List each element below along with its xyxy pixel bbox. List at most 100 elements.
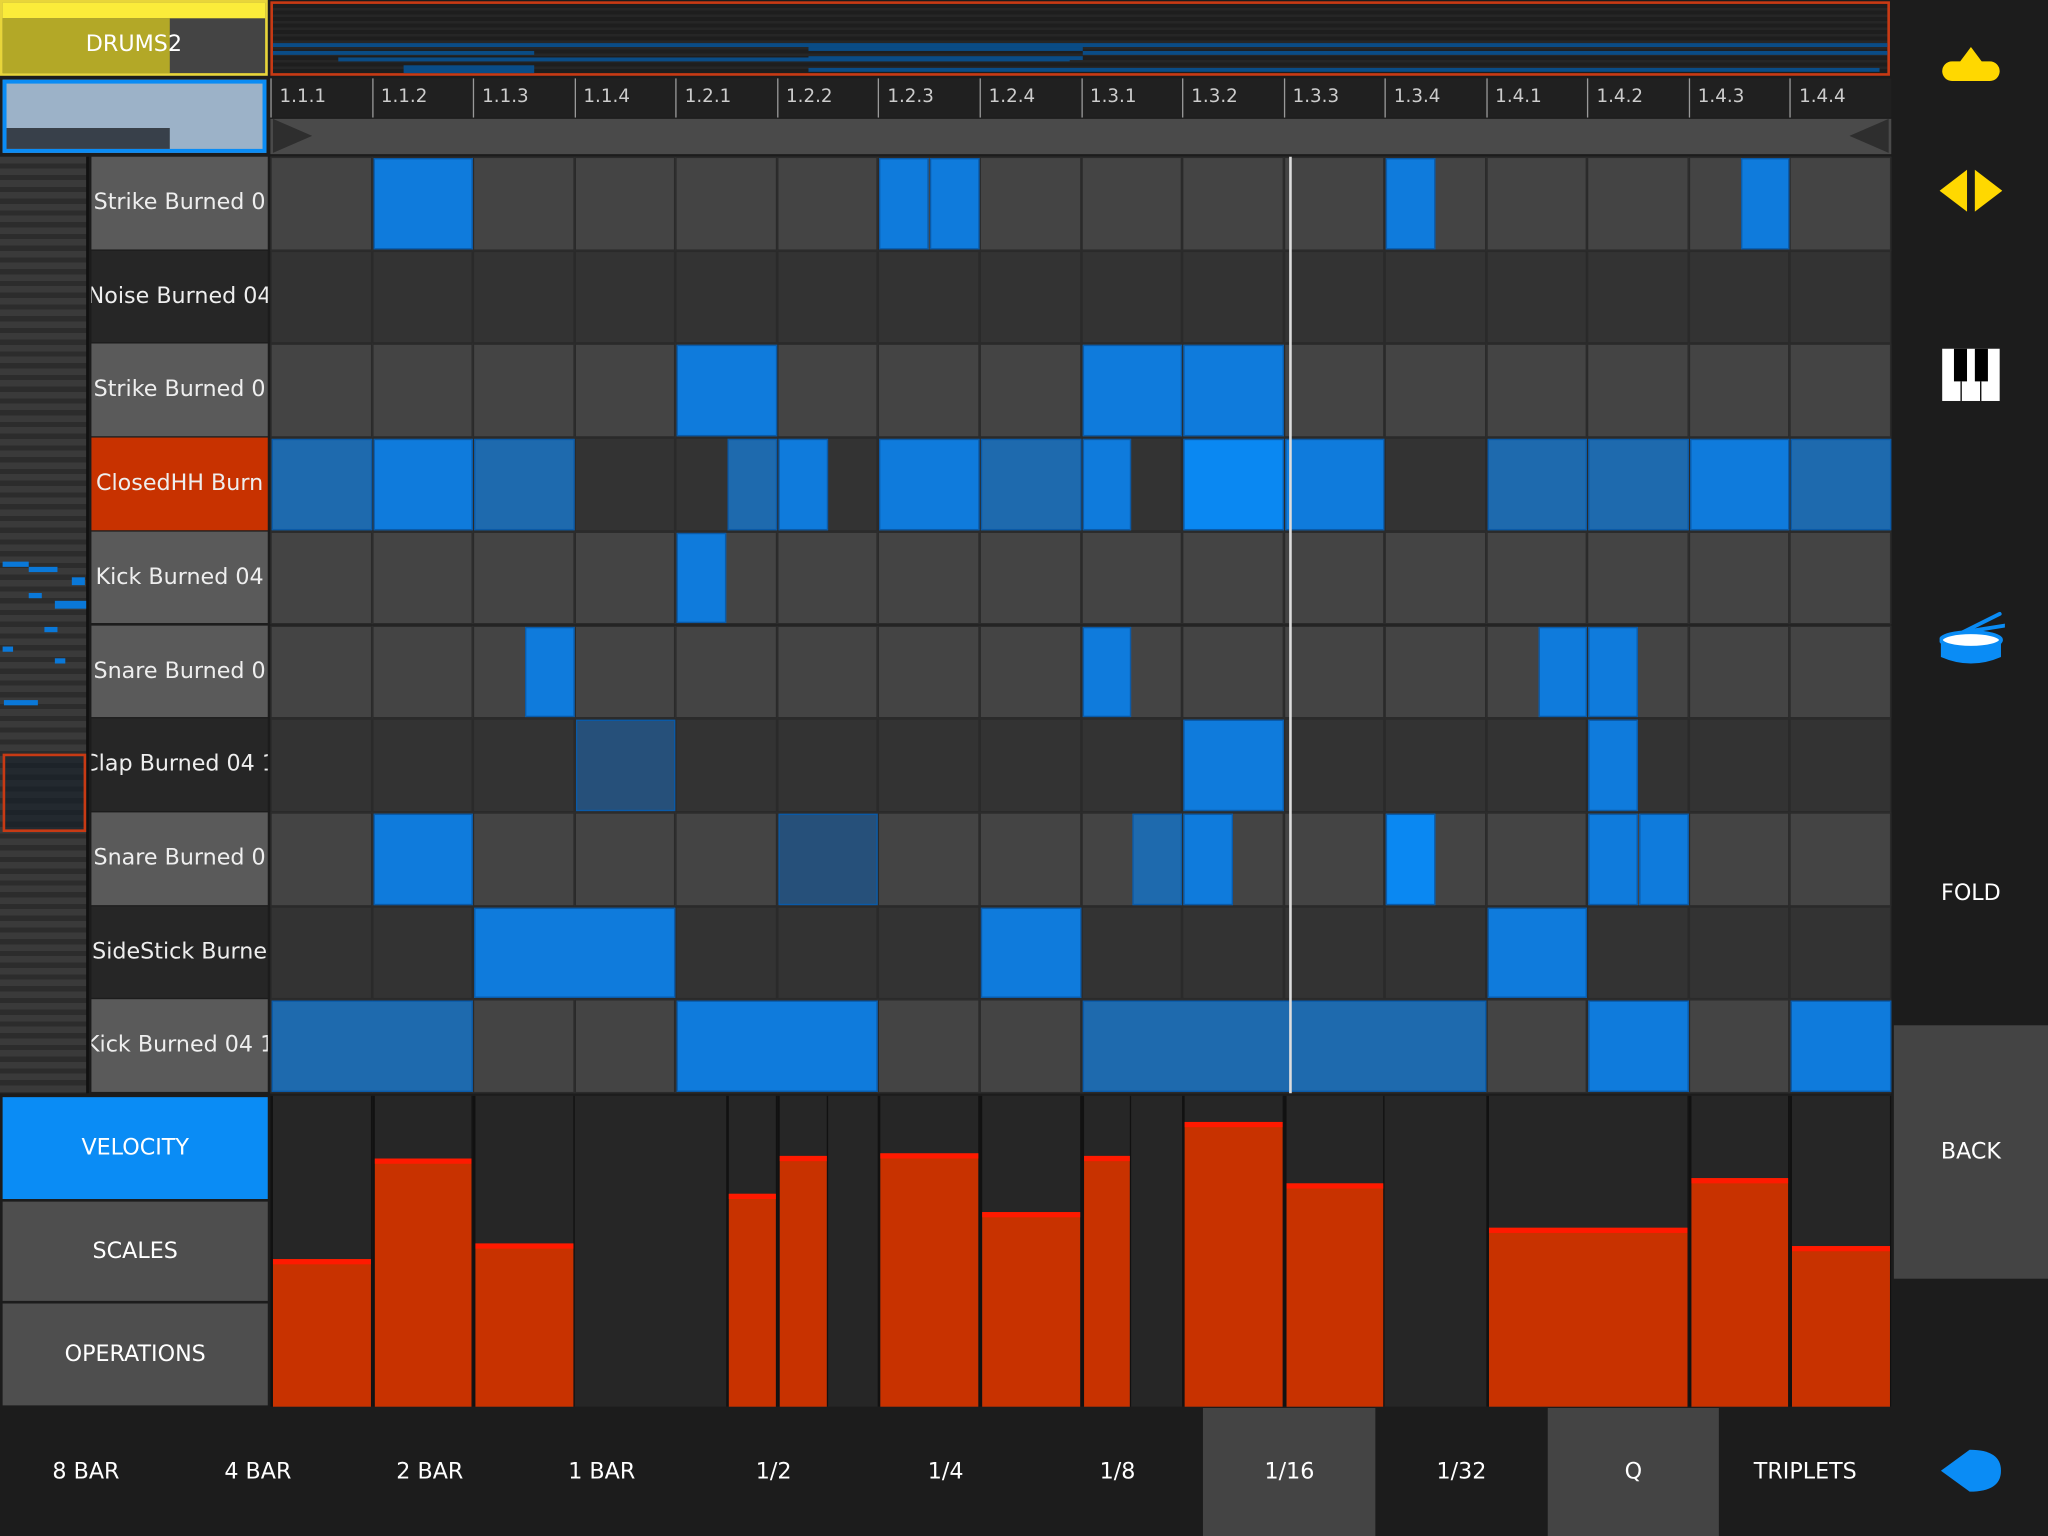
note[interactable]	[575, 719, 676, 811]
velocity-column[interactable]	[472, 1095, 575, 1407]
grid-cell[interactable]	[776, 250, 879, 344]
note[interactable]	[1183, 719, 1284, 811]
resolution-button[interactable]: 1/4	[927, 1458, 964, 1486]
note[interactable]	[676, 345, 777, 437]
note[interactable]	[1588, 438, 1689, 530]
fold-button[interactable]: FOLD	[1941, 880, 2001, 907]
velocity-bar[interactable]	[728, 1193, 776, 1407]
velocity-column[interactable]	[1182, 1095, 1284, 1407]
note[interactable]	[1791, 438, 1892, 530]
grid-cell[interactable]	[776, 344, 879, 438]
hat-icon[interactable]	[1941, 44, 2001, 83]
instrument-label[interactable]: Kick Burned 04 1	[91, 999, 268, 1092]
note[interactable]	[1791, 1000, 1892, 1092]
grid-cell[interactable]	[675, 718, 777, 813]
grid-cell[interactable]	[1283, 624, 1385, 719]
note[interactable]	[676, 1000, 879, 1092]
note[interactable]	[1689, 438, 1790, 530]
grid-cell[interactable]	[472, 718, 575, 813]
grid-cell[interactable]	[1789, 156, 1892, 251]
grid-cell[interactable]	[1688, 812, 1790, 906]
piano-keys-icon[interactable]	[1941, 347, 2001, 402]
note[interactable]	[1588, 1000, 1689, 1092]
grid-cell[interactable]	[1688, 718, 1790, 813]
instrument-label[interactable]: Kick Burned 04	[91, 531, 268, 624]
grid-cell[interactable]	[1283, 250, 1385, 344]
grid-cell[interactable]	[1486, 718, 1588, 813]
grid-cell[interactable]	[472, 999, 575, 1094]
grid-cell[interactable]	[776, 624, 879, 719]
grid-cell[interactable]	[878, 624, 980, 719]
resolution-button[interactable]: 1/2	[755, 1458, 792, 1486]
note[interactable]	[1588, 813, 1638, 905]
grid-cell[interactable]	[1587, 156, 1689, 251]
grid-cell[interactable]	[574, 156, 676, 251]
grid-cell[interactable]	[270, 624, 372, 719]
velocity-bar[interactable]	[880, 1152, 979, 1407]
velocity-bar[interactable]	[374, 1159, 472, 1407]
timeline-ruler[interactable]: 1.1.1 1.1.2 1.1.3 1.1.4 1.2.1 1.2.2 1.2.3 1.2.4…	[270, 78, 1892, 118]
grid-cell[interactable]	[1789, 250, 1892, 344]
grid-cell[interactable]	[371, 531, 473, 625]
instrument-label[interactable]: Clap Burned 04 1	[91, 718, 268, 811]
grid-cell[interactable]	[472, 344, 575, 438]
grid-cell[interactable]	[270, 812, 372, 906]
grid-cell[interactable]	[1688, 905, 1790, 1000]
grid-cell[interactable]	[1688, 999, 1790, 1094]
velocity-bar[interactable]	[1286, 1183, 1384, 1407]
grid-cell[interactable]	[1486, 999, 1588, 1094]
grid-cell[interactable]	[878, 718, 980, 813]
grid-cell[interactable]	[270, 531, 372, 625]
grid-cell[interactable]	[675, 250, 777, 344]
grid-cell[interactable]	[878, 905, 980, 1000]
grid-cell[interactable]	[1486, 156, 1588, 251]
note[interactable]	[271, 1000, 473, 1092]
grid-cell[interactable]	[270, 156, 372, 251]
scroll-left-icon[interactable]	[272, 118, 313, 153]
note[interactable]	[1082, 1000, 1487, 1092]
scroll-right-icon[interactable]	[1849, 118, 1889, 153]
grid-cell[interactable]	[1283, 344, 1385, 438]
grid-cell[interactable]	[1789, 344, 1892, 438]
grid-cell[interactable]	[1688, 531, 1790, 625]
note[interactable]	[778, 438, 828, 530]
velocity-column[interactable]	[1789, 1095, 1892, 1407]
velocity-bar[interactable]	[982, 1211, 1080, 1407]
loop-region-button[interactable]	[2, 79, 267, 153]
grid-cell[interactable]	[574, 624, 676, 719]
grid-cell[interactable]	[574, 250, 676, 344]
minimap-viewport[interactable]	[2, 753, 87, 832]
grid-cell[interactable]	[1789, 905, 1892, 1000]
grid-cell[interactable]	[1384, 718, 1487, 813]
grid-cell[interactable]	[878, 250, 980, 344]
velocity-column[interactable]	[1283, 1095, 1385, 1407]
velocity-column[interactable]	[776, 1095, 828, 1407]
velocity-tab[interactable]: VELOCITY	[2, 1097, 268, 1200]
grid-cell[interactable]	[675, 905, 777, 1000]
note[interactable]	[372, 158, 473, 250]
grid-cell[interactable]	[574, 344, 676, 438]
velocity-column[interactable]	[726, 1095, 777, 1407]
grid-cell[interactable]	[270, 905, 372, 1000]
grid-cell[interactable]	[1486, 250, 1588, 344]
grid-cell[interactable]	[1182, 156, 1284, 251]
grid-cell[interactable]	[1486, 531, 1588, 625]
grid-cell[interactable]	[1789, 718, 1892, 813]
grid-cell[interactable]	[1384, 905, 1487, 1000]
resolution-button[interactable]: 1/8	[1099, 1458, 1136, 1486]
grid-cell[interactable]	[574, 999, 676, 1094]
grid-cell[interactable]	[776, 905, 879, 1000]
grid-cell[interactable]	[675, 156, 777, 251]
grid-cell[interactable]	[776, 156, 879, 251]
grid-cell[interactable]	[1182, 624, 1284, 719]
note[interactable]	[372, 813, 473, 905]
grid-cell[interactable]	[979, 156, 1081, 251]
resolution-button[interactable]: TRIPLETS	[1753, 1458, 1857, 1486]
note[interactable]	[1537, 626, 1588, 718]
velocity-bar[interactable]	[1488, 1227, 1688, 1407]
velocity-column[interactable]	[878, 1095, 980, 1407]
note[interactable]	[372, 438, 473, 530]
velocity-bar[interactable]	[475, 1242, 573, 1407]
grid-cell[interactable]	[878, 344, 980, 438]
back-button[interactable]: BACK	[1893, 1025, 2048, 1279]
